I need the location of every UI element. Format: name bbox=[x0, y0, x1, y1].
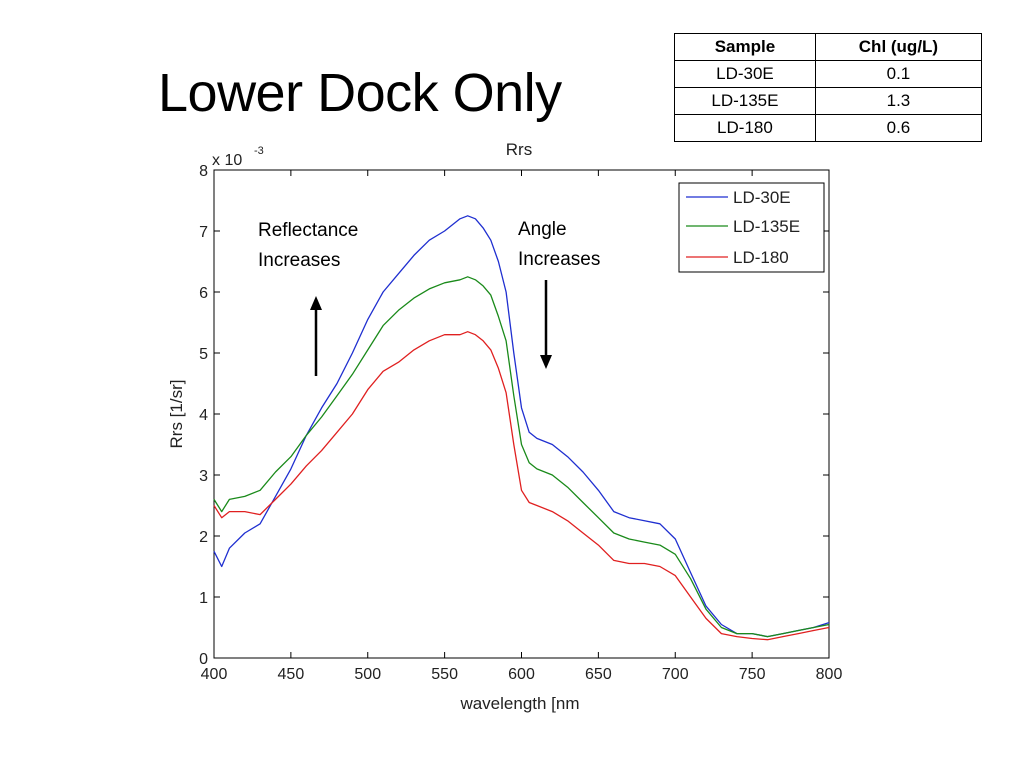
y-tick-label: 5 bbox=[199, 346, 208, 363]
annotation-angle: Angle Increases bbox=[518, 219, 600, 369]
slide-title: Lower Dock Only bbox=[158, 63, 562, 123]
series-line-ld-135e bbox=[213, 276, 830, 638]
x-tick-label: 550 bbox=[431, 666, 458, 683]
series-line-ld-180 bbox=[213, 331, 830, 641]
x-tick-label: 600 bbox=[508, 666, 535, 683]
x-tick-label: 500 bbox=[354, 666, 381, 683]
x-tick-label: 450 bbox=[278, 666, 305, 683]
x-tick-label: 800 bbox=[816, 666, 843, 683]
y-tick-label: 8 bbox=[199, 163, 208, 180]
y-tick-label: 6 bbox=[199, 285, 208, 302]
legend-entry-ld-30e: LD-30E bbox=[733, 188, 791, 207]
column-header-chl: Chl (ug/L) bbox=[814, 33, 983, 61]
x-tick-label: 750 bbox=[739, 666, 766, 683]
y-tick-label: 0 bbox=[199, 651, 208, 668]
y-tick-label: 3 bbox=[199, 468, 208, 485]
annotation-reflectance-line1: Reflectance bbox=[258, 220, 358, 241]
legend-entry-ld-180: LD-180 bbox=[733, 248, 789, 267]
y-tick-label: 1 bbox=[199, 590, 208, 607]
x-axis-label: wavelength [nm bbox=[459, 694, 579, 713]
table-row: LD-135E 1.3 bbox=[674, 87, 983, 115]
table-cell-chl: 1.3 bbox=[814, 87, 983, 115]
sample-table: Sample Chl (ug/L) LD-30E 0.1 LD-135E 1.3… bbox=[674, 33, 983, 142]
y-tick-label: 4 bbox=[199, 407, 208, 424]
table-header-row: Sample Chl (ug/L) bbox=[674, 33, 983, 61]
y-multiplier-label: x 10 bbox=[212, 152, 242, 169]
table-cell-sample: LD-30E bbox=[674, 60, 816, 88]
annotation-angle-line2: Increases bbox=[518, 249, 600, 270]
series-line-ld-30e bbox=[213, 215, 830, 638]
legend: LD-30E LD-135E LD-180 bbox=[678, 182, 825, 273]
y-multiplier-exponent: -3 bbox=[254, 145, 264, 157]
annotation-angle-line1: Angle bbox=[518, 219, 567, 240]
table-row: LD-180 0.6 bbox=[674, 114, 983, 142]
axis-ticks: 400 450 500 550 600 650 700 750 800 0 1 2 3 4 5 6 7 8 bbox=[199, 163, 842, 683]
annotation-reflectance-line2: Increases bbox=[258, 250, 340, 271]
table-cell-sample: LD-180 bbox=[674, 114, 816, 142]
chart-title: Rrs bbox=[506, 140, 532, 159]
y-tick-label: 7 bbox=[199, 224, 208, 241]
table-cell-chl: 0.6 bbox=[814, 114, 983, 142]
legend-entry-ld-135e: LD-135E bbox=[733, 217, 800, 236]
x-tick-label: 400 bbox=[201, 666, 228, 683]
column-header-sample: Sample bbox=[674, 33, 816, 61]
annotation-reflectance: Reflectance Increases bbox=[258, 220, 358, 376]
series-lines bbox=[213, 215, 830, 641]
x-tick-label: 650 bbox=[585, 666, 612, 683]
table-cell-sample: LD-135E bbox=[674, 87, 816, 115]
y-tick-label: 2 bbox=[199, 529, 208, 546]
x-tick-label: 700 bbox=[662, 666, 689, 683]
y-axis-label: Rrs [1/sr] bbox=[167, 380, 186, 449]
arrow-down-head-icon bbox=[540, 355, 552, 369]
arrow-up-head-icon bbox=[310, 296, 322, 310]
